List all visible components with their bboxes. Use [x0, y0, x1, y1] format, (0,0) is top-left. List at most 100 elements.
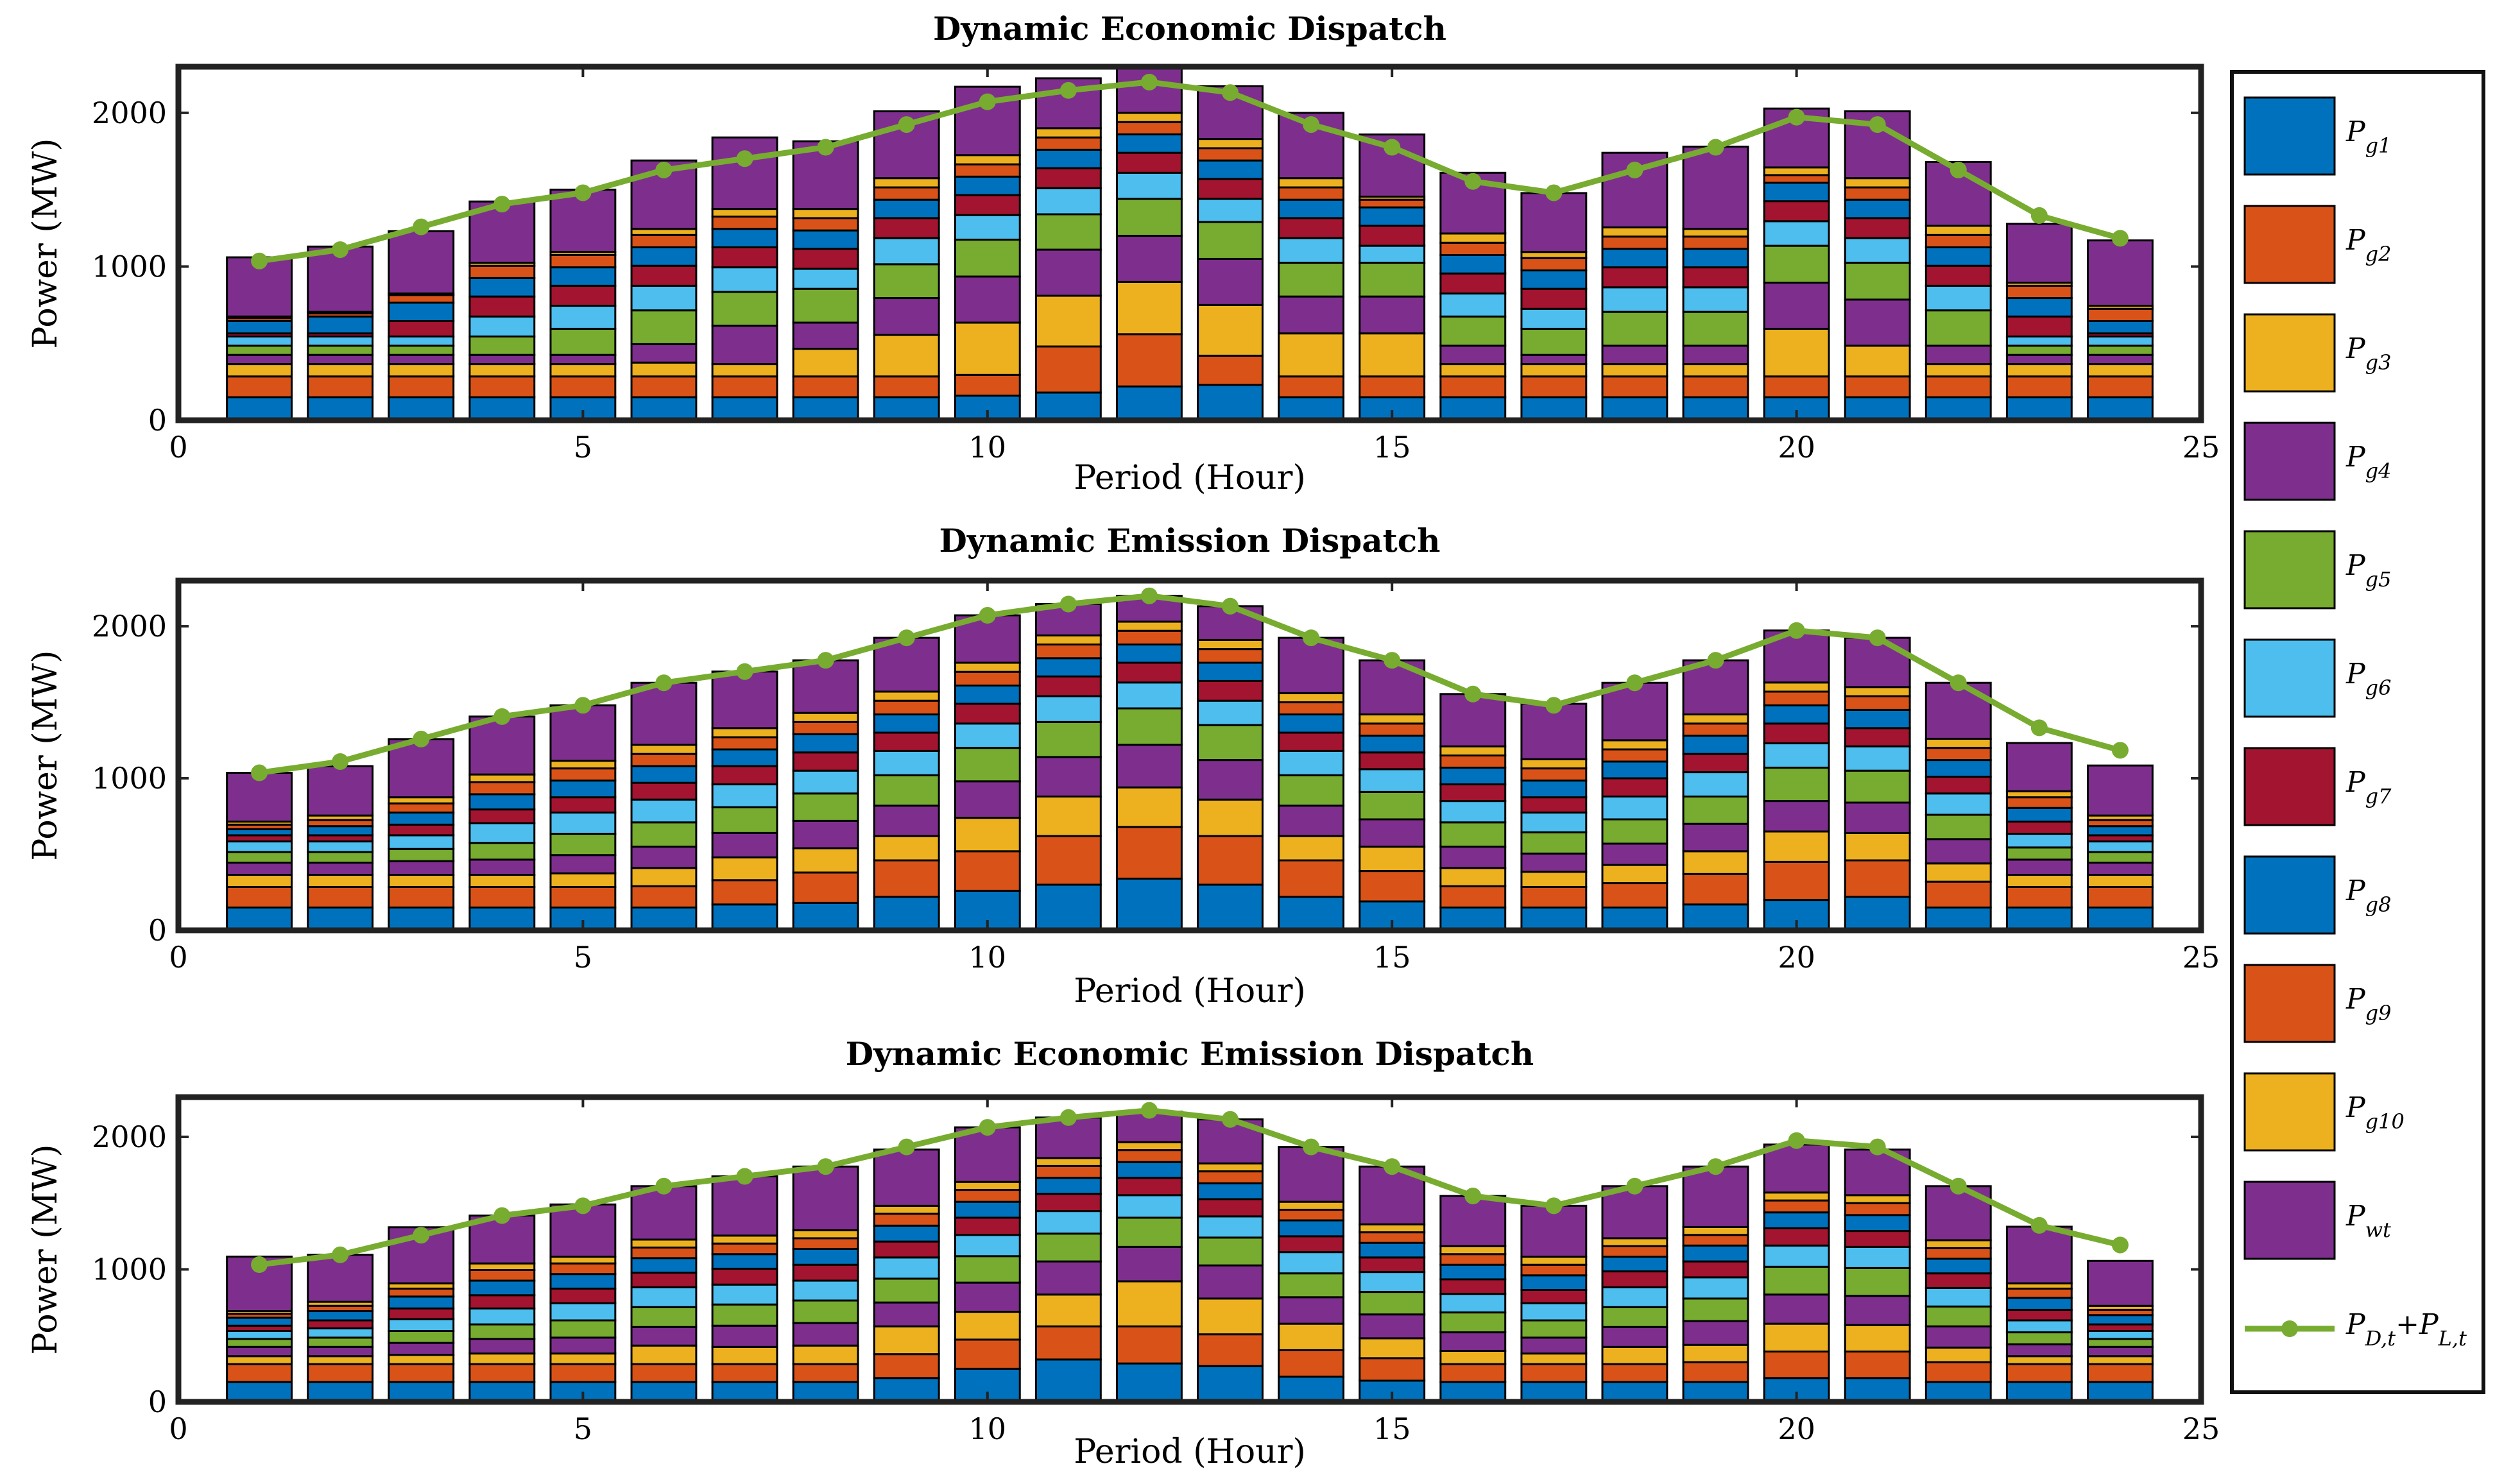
bar-segment-Pg6-t23 — [2005, 833, 2073, 849]
bar-segment-Pg4-t11 — [1034, 248, 1102, 297]
bar-segment-Pg9-t16 — [1439, 241, 1507, 256]
bar-segment-Pg5-t4 — [468, 1323, 536, 1340]
bar-segment-Pg3-t8 — [792, 1344, 859, 1365]
bar-segment-Pg1-t24 — [2086, 1381, 2154, 1403]
bar-segment-Pg8-t12 — [1116, 644, 1183, 664]
demand-point-t6 — [655, 161, 673, 178]
bar-segment-Pg8-t13 — [1197, 1182, 1264, 1200]
bar-segment-Pg4-t22 — [1925, 345, 1992, 366]
legend-item-g10: Pg10 — [2243, 1072, 2405, 1152]
bar-segment-Pg1-t12 — [1116, 1362, 1183, 1403]
bar-segment-Pg1-t23 — [2005, 1381, 2073, 1403]
bar-segment-Pg9-t9 — [873, 699, 940, 716]
bar-segment-Pg5-t22 — [1925, 814, 1992, 840]
bar-segment-Pg2-t5 — [549, 885, 617, 908]
bar-segment-Pg4-t4 — [468, 354, 536, 366]
bar-segment-Pg10-t9 — [873, 1204, 940, 1215]
bar-segment-Pwt-t19 — [1682, 1165, 1749, 1228]
bar-segment-Pg3-t8 — [792, 847, 859, 874]
bar-segment-Pg4-t10 — [954, 275, 1021, 324]
bar-segment-Pg7-t5 — [549, 284, 617, 307]
bar-segment-Pg8-t24 — [2086, 825, 2154, 837]
bar-segment-Pwt-t17 — [1520, 1204, 1588, 1258]
demand-point-t2 — [332, 241, 349, 259]
bar-segment-Pg8-t10 — [954, 175, 1021, 196]
bar-segment-Pg10-t22 — [1925, 737, 1992, 749]
bar-segment-Pg7-t10 — [954, 703, 1021, 725]
x-axis-label: Period (Hour) — [1074, 972, 1306, 1011]
bar-segment-Pg5-t19 — [1682, 311, 1749, 347]
bar-segment-Pg6-t4 — [468, 1307, 536, 1326]
bar-segment-Pg8-t22 — [1925, 759, 1992, 778]
bar-segment-Pwt-t22 — [1925, 681, 1992, 740]
bar-segment-Pg1-t17 — [1520, 906, 1588, 932]
bar-segment-Pg9-t16 — [1439, 755, 1507, 769]
legend-subscript: wt — [2365, 1218, 2391, 1242]
demand-point-t5 — [574, 1197, 592, 1215]
demand-point-t16 — [1464, 1188, 1482, 1205]
bar-segment-Pg1-t2 — [307, 1381, 374, 1403]
legend-base: P — [2345, 1200, 2366, 1232]
bar-segment-Pwt-t1 — [226, 772, 293, 823]
bar-segment-Pg5-t16 — [1439, 1311, 1507, 1334]
demand-point-t14 — [1303, 629, 1320, 647]
bar-segment-Pg10-t19 — [1682, 713, 1749, 725]
bar-segment-Pg8-t7 — [711, 228, 778, 248]
bar-segment-Pg9-t3 — [388, 802, 455, 814]
demand-point-t24 — [2111, 1236, 2129, 1254]
bar-segment-Pg2-t5 — [549, 375, 617, 398]
legend-item-g5: Pg5 — [2243, 530, 2391, 610]
bar-segment-Pg3-t9 — [873, 835, 940, 862]
bar-segment-Pg8-t10 — [954, 685, 1021, 705]
bar-segment-Pg6-t14 — [1278, 1251, 1345, 1275]
bar-segment-Pg5-t6 — [630, 309, 698, 345]
bar-segment-Pg1-t22 — [1925, 396, 1992, 422]
chart-title: Dynamic Economic Emission Dispatch — [846, 1035, 1534, 1073]
bar-segment-Pg4-t4 — [468, 858, 536, 876]
bar-segment-Pg1-t1 — [226, 396, 293, 422]
legend-label: Pg9 — [2345, 983, 2391, 1025]
bar-segment-Pg10-t16 — [1439, 1245, 1507, 1256]
demand-point-t15 — [1384, 1158, 1401, 1175]
bar-segment-Pg4-t10 — [954, 1281, 1021, 1313]
bar-segment-Pg3-t4 — [468, 363, 536, 378]
bar-segment-Pg2-t1 — [226, 375, 293, 398]
bar-segment-Pg6-t19 — [1682, 771, 1749, 797]
legend-swatch — [2243, 1072, 2336, 1152]
bar-segment-Pwt-t3 — [388, 738, 455, 799]
bar-segment-Pg10-t11 — [1034, 127, 1102, 139]
bar-segment-Pwt-t23 — [2005, 223, 2073, 284]
bar-segment-Pg7-t22 — [1925, 1272, 1992, 1289]
bar-segment-Pg7-t20 — [1763, 1227, 1830, 1247]
bar-segment-Pg9-t17 — [1520, 257, 1588, 271]
bar-segment-Pg7-t14 — [1278, 731, 1345, 752]
demand-point-t19 — [1707, 652, 1724, 669]
demand-point-t12 — [1140, 1102, 1158, 1119]
bar-segment-Pg5-t15 — [1359, 261, 1426, 298]
bar-segment-Pg8-t21 — [1844, 708, 1911, 729]
bar-segment-Pg6-t18 — [1601, 795, 1668, 821]
bar-segment-Pg10-t20 — [1763, 166, 1830, 176]
bar-segment-Pg3-t7 — [711, 1345, 778, 1365]
x-tick-label: 5 — [574, 430, 592, 465]
demand-point-t13 — [1222, 597, 1239, 615]
bar-segment-Pg7-t23 — [2005, 821, 2073, 835]
bar-segment-Pg1-t18 — [1601, 1381, 1668, 1403]
bar-segment-Pwt-t18 — [1601, 681, 1668, 742]
bar-segment-Pg7-t24 — [2086, 1323, 2154, 1333]
x-tick-label: 25 — [2182, 940, 2220, 975]
bar-segment-Pg8-t12 — [1116, 1161, 1183, 1179]
bar-segment-Pg2-t15 — [1359, 375, 1426, 398]
bar-segment-Pg3-t16 — [1439, 363, 1507, 378]
bar-segment-Pwt-t24 — [2086, 764, 2154, 817]
bar-segment-Pg6-t9 — [873, 237, 940, 266]
bar-segment-Pg5-t2 — [307, 1336, 374, 1348]
legend-base: P — [2345, 766, 2366, 799]
bar-segment-Pg8-t16 — [1439, 766, 1507, 786]
bar-segment-Pg5-t11 — [1034, 213, 1102, 251]
bar-segment-Pg10-t7 — [711, 208, 778, 218]
bar-segment-Pg9-t7 — [711, 736, 778, 751]
bar-segment-Pg9-t22 — [1925, 747, 1992, 762]
bar-segment-Pg2-t22 — [1925, 880, 1992, 908]
bar-segment-Pg10-t17 — [1520, 1256, 1588, 1266]
